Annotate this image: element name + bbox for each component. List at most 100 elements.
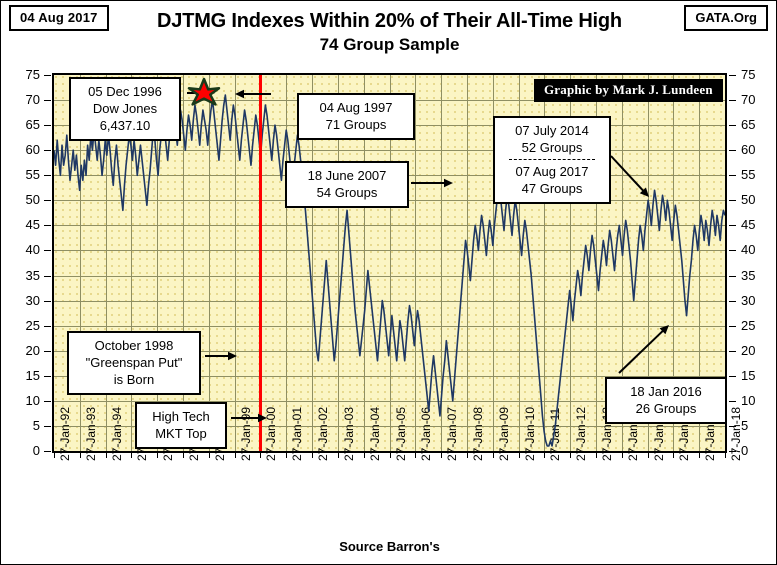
- y-axis-tick-label: 55: [25, 167, 40, 183]
- y-axis-tick-mark: [729, 225, 736, 227]
- y-axis-tick-label: 75: [25, 67, 40, 82]
- x-axis-tick-mark: [518, 453, 520, 458]
- y-axis-tick-label: 45: [25, 217, 40, 233]
- y-axis-tick-mark: [729, 250, 736, 252]
- annotation-line: High Tech: [152, 409, 210, 424]
- y-axis-tick-label: 25: [741, 317, 756, 333]
- x-axis-tick-mark: [208, 453, 210, 458]
- x-axis-tick-mark: [621, 453, 623, 458]
- y-axis-tick-label: 5: [741, 417, 749, 433]
- y-axis-tick-label: 35: [741, 267, 756, 283]
- annotation-line: 04 Aug 1997: [319, 100, 393, 115]
- y-axis-tick-label: 15: [741, 367, 756, 383]
- x-axis-tick-mark: [441, 453, 443, 458]
- y-axis-tick-label: 15: [25, 367, 40, 383]
- gata-org-badge: GATA.Org: [684, 5, 768, 31]
- y-axis-tick-label: 0: [32, 443, 40, 458]
- arrow-high-tech-icon: [231, 413, 267, 423]
- annotation-line: "Greenspan Put": [85, 355, 183, 370]
- y-axis-tick-mark: [729, 200, 736, 202]
- x-axis-tick-mark: [79, 453, 81, 458]
- gridline-vertical: [131, 75, 133, 451]
- y-axis-tick-mark: [729, 300, 736, 302]
- x-axis-tick-mark: [363, 453, 365, 458]
- y-axis-tick-mark: [44, 350, 51, 352]
- gridline-vertical: [699, 75, 701, 451]
- arrow-2016-icon: [618, 325, 669, 374]
- gridline-vertical: [544, 75, 546, 451]
- gridline-vertical: [208, 75, 210, 451]
- gridline-vertical: [286, 75, 288, 451]
- gridline-vertical: [157, 75, 159, 451]
- source-label: Source Barron's: [339, 539, 440, 554]
- y-axis-tick-mark: [44, 200, 51, 202]
- y-axis-tick-mark: [44, 125, 51, 127]
- x-axis-tick-mark: [234, 453, 236, 458]
- y-axis-tick-label: 20: [25, 342, 40, 358]
- y-axis-tick-mark: [44, 451, 51, 452]
- x-axis-tick-mark: [595, 453, 597, 458]
- y-axis-tick-label: 10: [741, 392, 756, 408]
- gridline-vertical: [595, 75, 597, 451]
- gridline-vertical: [389, 75, 391, 451]
- x-axis-tick-mark: [544, 453, 546, 458]
- gridline-vertical: [621, 75, 623, 451]
- y-axis-tick-mark: [44, 275, 51, 277]
- gridline-vertical: [415, 75, 417, 451]
- y-axis-tick-mark: [729, 350, 736, 352]
- annotation-line: is Born: [113, 372, 155, 387]
- annotation-dow-1996: 05 Dec 1996 Dow Jones 6,437.10: [69, 77, 181, 141]
- y-axis-tick-mark: [729, 75, 736, 76]
- gridline-vertical: [441, 75, 443, 451]
- y-axis-tick-mark: [729, 400, 736, 402]
- gridline-vertical: [647, 75, 649, 451]
- annotation-line: 18 June 2007: [307, 168, 387, 183]
- y-axis-tick-mark: [729, 375, 736, 377]
- gridline-vertical: [312, 75, 314, 451]
- y-axis-tick-label: 25: [25, 317, 40, 333]
- annotation-line: 71 Groups: [325, 117, 387, 132]
- x-axis-tick-mark: [492, 453, 494, 458]
- annotation-groups-2016: 18 Jan 2016 26 Groups: [605, 377, 727, 424]
- x-axis-tick-mark: [54, 453, 55, 458]
- y-axis-tick-label: 50: [25, 192, 40, 208]
- y-axis-tick-mark: [44, 375, 51, 377]
- x-axis-tick-mark: [570, 453, 572, 458]
- arrow-greenspan-icon: [205, 351, 237, 361]
- star-marker-icon: [187, 77, 221, 106]
- y-axis-tick-mark: [729, 100, 736, 102]
- x-axis-tick-mark: [647, 453, 649, 458]
- x-axis-tick-mark: [131, 453, 133, 458]
- x-axis-tick-mark: [466, 453, 468, 458]
- annotation-line: October 1998: [94, 338, 174, 353]
- x-axis-tick-mark: [157, 453, 159, 458]
- y-axis-tick-mark: [729, 325, 736, 327]
- annotation-high-tech-top: High Tech MKT Top: [135, 402, 227, 449]
- y-axis-tick-mark: [729, 150, 736, 152]
- gridline-vertical: [466, 75, 468, 451]
- date-badge: 04 Aug 2017: [9, 5, 109, 31]
- gridline-vertical: [79, 75, 81, 451]
- y-axis-tick-label: 60: [25, 142, 40, 158]
- y-axis-tick-label: 55: [741, 167, 756, 183]
- y-axis-tick-label: 70: [25, 92, 40, 108]
- x-axis-tick-mark: [699, 453, 701, 458]
- y-axis-tick-label: 45: [741, 217, 756, 233]
- page-title: DJTMG Indexes Within 20% of Their All-Ti…: [157, 10, 622, 32]
- y-axis-tick-label: 35: [25, 267, 40, 283]
- y-axis-tick-label: 75: [741, 67, 756, 82]
- gridline-vertical: [234, 75, 236, 451]
- x-axis-tick-mark: [260, 453, 262, 458]
- y-axis-tick-label: 60: [741, 142, 756, 158]
- y-axis-tick-label: 0: [741, 443, 749, 458]
- y-axis-tick-mark: [729, 275, 736, 277]
- y-axis-tick-label: 40: [25, 242, 40, 258]
- gridline-vertical: [492, 75, 494, 451]
- annotation-line: 07 Aug 2017: [515, 164, 589, 179]
- arrow-1996-from-right-icon: [235, 89, 271, 99]
- x-axis-tick-mark: [725, 453, 726, 458]
- annotation-line: 18 Jan 2016: [630, 384, 702, 399]
- y-axis-tick-mark: [729, 425, 736, 427]
- annotation-line: 52 Groups: [521, 140, 583, 155]
